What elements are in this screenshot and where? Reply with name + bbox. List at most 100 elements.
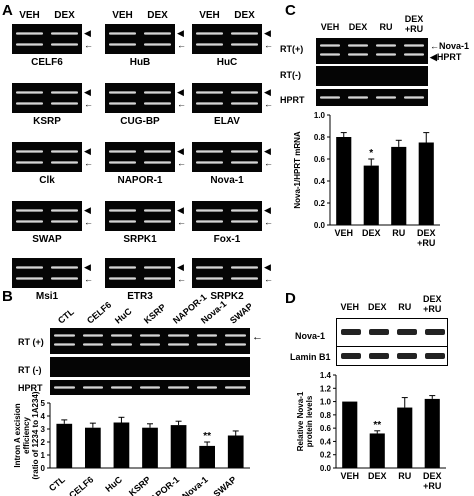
gel-band [16,150,43,153]
gel-band [404,53,424,56]
gel-nova-1 [192,142,262,172]
gel-band [51,209,78,212]
panel-c-nova-band-label: ←Nova-1 [430,41,470,51]
panel-a-veh-header: VEH [199,10,220,21]
panel-c-y-tick-label: 0.6 [314,155,326,164]
gene-label-msi1: Msi1 [35,291,59,302]
gel-band [231,277,258,280]
panel-d-lane-header: RU [398,302,412,312]
panel-c-rt-neg-gel [316,66,428,86]
panel-c-bar [418,142,434,225]
gel-band [341,329,361,335]
panel-b-bar [113,422,130,468]
panel-d-y-axis-label: Relative Nova-1 [296,391,305,451]
gel-etr3 [105,258,175,288]
gel-band [109,91,136,94]
panel-d-y-tick-label: 0.2 [320,451,332,460]
band-arrow-icon: ◀ [84,262,91,272]
gene-label-napor-1: NAPOR-1 [117,175,163,186]
gel-hub [105,24,175,54]
gel-band [144,161,171,164]
gel-band [196,209,223,212]
panel-c-bar [363,165,379,225]
panel-d-x-tick-label: DEX [368,471,387,481]
gel-band [54,334,75,337]
gel-band [82,386,104,389]
band-arrow-icon: ← [84,99,93,109]
panel-d-bar [397,407,413,468]
gel-band [139,386,161,389]
panel-b-bar [56,423,73,468]
band-arrow-icon: ◀ [84,87,91,97]
gene-label-nova-1: Nova-1 [210,175,244,186]
band-arrow-icon: ◀ [177,87,184,97]
panel-b-y-tick-label: 4 [41,412,46,421]
gel-srpk2 [192,258,262,288]
gel-band [16,102,43,105]
panel-d-lane-header: +RU [423,304,442,314]
gene-label-srpk1: SRPK1 [123,234,157,245]
gene-label-fox-1: Fox-1 [213,234,241,245]
band-arrow-icon: ← [264,40,273,50]
panel-c-bar [336,137,352,225]
gene-label-cug-bp: CUG-BP [120,116,160,127]
gene-label-celf6: CELF6 [31,57,63,68]
panel-a-dex-header: DEX [54,10,75,21]
gel-band [51,150,78,153]
panel-c-rt-pos-label: RT(+) [280,44,304,54]
gel-band [196,277,223,280]
panel-c-y-axis-label: Nova-1/HPRT mRNA [293,131,302,209]
gel-band [320,96,340,99]
panel-b-significance: ** [203,431,211,442]
panel-a-dex-header: DEX [147,10,168,21]
panel-c-bar [391,146,407,225]
panel-d-lamin-label: Lamin B1 [290,352,331,362]
gel-band [54,386,75,389]
panel-a-dex-header: DEX [234,10,255,21]
panel-b-y-tick-label: 2 [41,438,46,447]
gel-band [168,343,189,346]
panel-b-rt-pos-label: RT (+) [18,337,44,347]
band-arrow-icon: ◀ [177,28,184,38]
panel-b-band-arrow: ← [252,331,263,343]
gel-band [231,220,258,223]
panel-d-significance: ** [373,420,381,431]
gel-band [231,102,258,105]
gel-band [196,91,223,94]
gel-band [16,32,43,35]
band-arrow-icon: ← [84,158,93,168]
panel-d-lane-header: DEX [367,302,387,312]
panel-b-y-tick-label: 5 [41,399,46,408]
gel-band [109,32,136,35]
band-arrow-icon: ← [84,274,93,284]
gel-band [376,96,396,99]
panel-b-bar [170,425,187,468]
gel-band [16,43,43,46]
panel-b-bar [142,427,158,468]
gel-band [51,102,78,105]
panel-d-nova-label: Nova-1 [295,331,326,341]
gel-band [82,334,104,337]
gel-huc [192,24,262,54]
gel-fox-1 [192,201,262,231]
gel-ksrp [12,83,82,113]
gel-band [168,386,189,389]
gel-band [196,161,223,164]
gel-srpk1 [105,201,175,231]
gel-band [196,220,223,223]
panel-c-y-tick-label: 0.0 [314,221,326,230]
panel-d-bar [342,401,358,468]
gel-band [144,277,171,280]
gel-band [51,220,78,223]
gel-band [144,32,171,35]
panel-c-x-tick-label: DEX [362,228,381,238]
gel-band [231,266,258,269]
gel-band [111,334,132,337]
gene-label-hub: HuB [129,57,151,68]
band-arrow-icon: ◀ [177,146,184,156]
panel-c-x-tick-label: VEH [334,228,353,238]
gel-band [144,209,171,212]
panel-c-lane-header: VEH [320,22,340,32]
